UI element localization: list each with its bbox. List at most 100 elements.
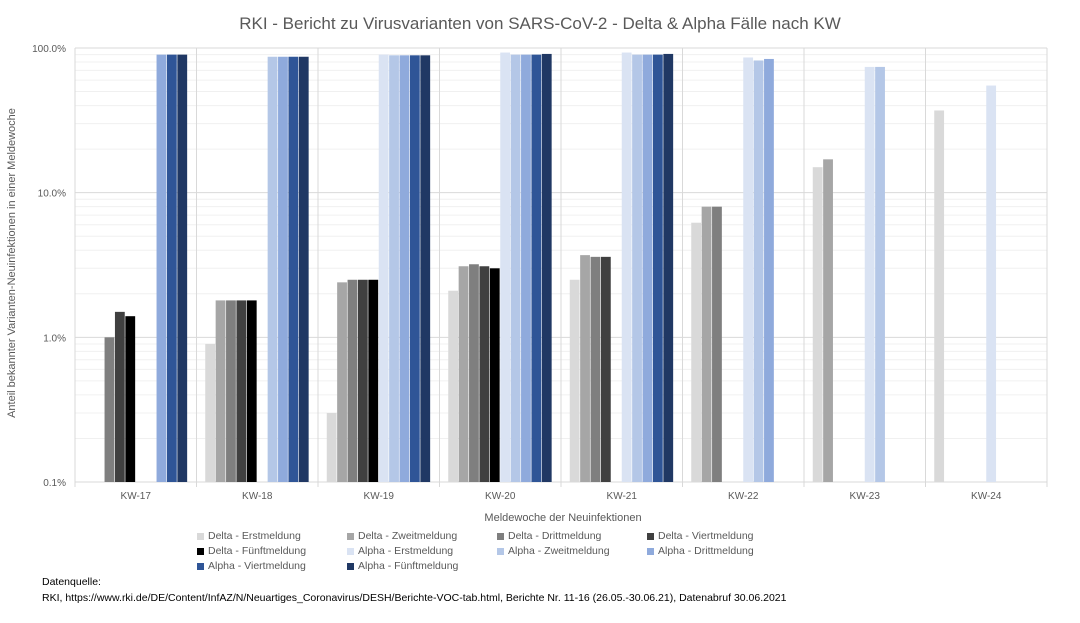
bar bbox=[357, 279, 368, 482]
x-tick-label: KW-23 bbox=[850, 491, 881, 502]
bar bbox=[823, 159, 833, 483]
bar bbox=[288, 56, 299, 483]
bar bbox=[701, 206, 712, 482]
legend-label: Delta - Viertmeldung bbox=[658, 530, 754, 542]
y-tick-label: 1.0% bbox=[43, 333, 66, 344]
bar bbox=[448, 290, 459, 482]
bar bbox=[875, 66, 885, 482]
bar bbox=[246, 300, 257, 482]
x-tick-label: KW-19 bbox=[364, 491, 395, 502]
bar bbox=[986, 85, 997, 483]
bars bbox=[104, 52, 997, 483]
bar bbox=[864, 66, 875, 482]
bar bbox=[337, 282, 347, 482]
bar bbox=[753, 60, 764, 482]
bar bbox=[368, 279, 379, 482]
legend-item: Delta - Drittmeldung bbox=[497, 529, 647, 543]
source-label: Datenquelle: bbox=[42, 576, 101, 588]
x-tick-label: KW-17 bbox=[121, 491, 152, 502]
x-tick-label: KW-24 bbox=[971, 491, 1002, 502]
bar bbox=[479, 266, 490, 482]
bar bbox=[420, 55, 431, 482]
bar bbox=[389, 55, 399, 482]
bar bbox=[205, 343, 216, 482]
legend-swatch bbox=[197, 562, 204, 570]
bar bbox=[399, 55, 410, 482]
legend-swatch bbox=[197, 547, 204, 555]
legend-item: Delta - Zweitmeldung bbox=[347, 529, 497, 543]
bar bbox=[458, 266, 469, 482]
x-axis-label: Meldewoche der Neuinfektionen bbox=[484, 512, 641, 524]
bar bbox=[278, 56, 288, 483]
legend-label: Delta - Erstmeldung bbox=[208, 530, 301, 542]
legend-item: Alpha - Fünftmeldung bbox=[347, 559, 497, 573]
bar bbox=[541, 53, 552, 482]
bar bbox=[569, 279, 580, 482]
legend-item: Alpha - Erstmeldung bbox=[347, 544, 497, 558]
bar bbox=[764, 58, 774, 483]
y-axis-label: Anteil bekannter Varianten-Neuinfektione… bbox=[6, 108, 18, 418]
bar bbox=[632, 54, 642, 483]
bar bbox=[691, 222, 702, 482]
chart-title: RKI - Bericht zu Virusvarianten von SARS… bbox=[239, 14, 841, 33]
bar bbox=[469, 264, 479, 482]
source-text: RKI, https://www.rki.de/DE/Content/InfAZ… bbox=[42, 592, 787, 604]
legend-label: Alpha - Erstmeldung bbox=[358, 545, 454, 557]
bar bbox=[166, 54, 177, 483]
bar bbox=[621, 52, 632, 482]
legend-item: Alpha - Viertmeldung bbox=[197, 559, 347, 573]
y-tick-label: 100.0% bbox=[32, 44, 66, 55]
bar bbox=[267, 56, 278, 483]
bar bbox=[743, 57, 754, 482]
data-source: Datenquelle: RKI, https://www.rki.de/DE/… bbox=[42, 574, 787, 606]
legend-label: Alpha - Zweitmeldung bbox=[508, 545, 610, 557]
bar bbox=[114, 311, 125, 482]
legend: Delta - Erstmeldung Delta - Zweitmeldung D… bbox=[197, 529, 837, 573]
legend-label: Delta - Drittmeldung bbox=[508, 530, 602, 542]
bar bbox=[378, 54, 389, 483]
bar bbox=[663, 53, 674, 482]
bar bbox=[590, 256, 601, 482]
legend-swatch bbox=[647, 532, 654, 540]
bar bbox=[177, 54, 188, 483]
bar bbox=[600, 256, 611, 482]
bar bbox=[298, 56, 309, 483]
y-tick-label: 10.0% bbox=[38, 189, 66, 200]
bar bbox=[104, 337, 115, 482]
y-tick-label: 0.1% bbox=[43, 478, 66, 489]
x-tick-label: KW-21 bbox=[607, 491, 638, 502]
bar bbox=[347, 279, 358, 482]
bar bbox=[934, 110, 945, 482]
legend-item: Delta - Viertmeldung bbox=[647, 529, 797, 543]
legend-swatch bbox=[197, 532, 204, 540]
bar bbox=[531, 54, 542, 483]
legend-swatch bbox=[497, 547, 504, 555]
legend-item: Alpha - Drittmeldung bbox=[647, 544, 797, 558]
legend-label: Alpha - Viertmeldung bbox=[208, 560, 306, 572]
bar bbox=[500, 52, 511, 482]
bar bbox=[521, 54, 531, 483]
y-axis-ticks: 0.1% 1.0% 10.0% 100.0% bbox=[32, 44, 66, 489]
x-tick-label: KW-20 bbox=[485, 491, 516, 502]
bar bbox=[226, 300, 236, 482]
bar bbox=[652, 54, 663, 483]
bar bbox=[236, 300, 247, 482]
legend-swatch bbox=[647, 547, 654, 555]
bar bbox=[510, 54, 521, 483]
legend-swatch bbox=[497, 532, 504, 540]
x-axis-ticks: KW-17 KW-18 KW-19 KW-20 KW-21 KW-22 KW-23 KW-24 bbox=[121, 491, 1002, 502]
legend-swatch bbox=[347, 562, 354, 570]
bar bbox=[712, 206, 722, 482]
bar bbox=[156, 54, 167, 483]
bar bbox=[215, 300, 226, 482]
bar bbox=[580, 255, 590, 482]
legend-label: Alpha - Fünftmeldung bbox=[358, 560, 459, 572]
x-tick-label: KW-22 bbox=[728, 491, 759, 502]
legend-item: Delta - Fünftmeldung bbox=[197, 544, 347, 558]
bar bbox=[125, 316, 136, 482]
legend-label: Alpha - Drittmeldung bbox=[658, 545, 754, 557]
legend-item: Delta - Erstmeldung bbox=[197, 529, 347, 543]
bar bbox=[642, 54, 653, 483]
legend-label: Delta - Fünftmeldung bbox=[208, 545, 307, 557]
legend-item: Alpha - Zweitmeldung bbox=[497, 544, 647, 558]
